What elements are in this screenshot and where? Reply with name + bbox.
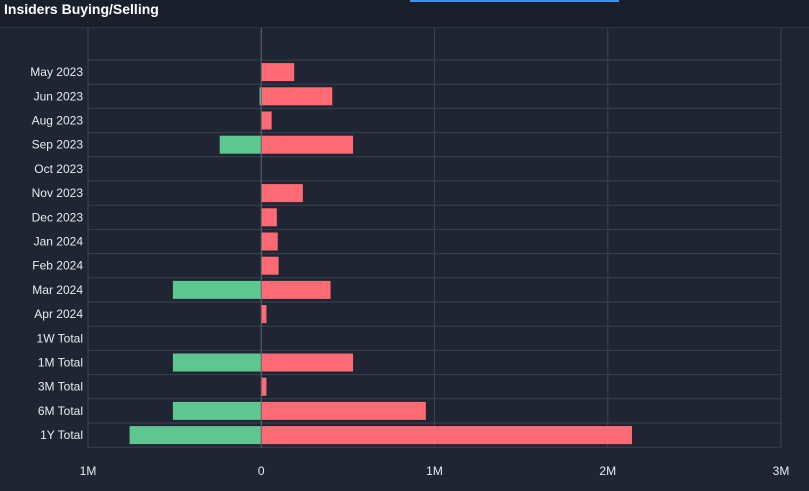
sell-bar xyxy=(261,426,633,445)
category-label: Jun 2023 xyxy=(34,89,84,103)
x-tick-label: 1M xyxy=(80,464,97,478)
category-label: 3M Total xyxy=(38,380,83,394)
sell-bar xyxy=(261,280,331,299)
buy-bar xyxy=(172,280,262,299)
x-tick-label: 1M xyxy=(426,464,443,478)
sell-bar xyxy=(261,87,333,106)
sell-bar xyxy=(261,353,354,372)
sell-bar xyxy=(261,305,267,324)
buy-bar xyxy=(172,401,262,420)
sell-bar xyxy=(261,63,295,82)
active-tab-indicator xyxy=(410,0,619,2)
sell-bar xyxy=(261,135,354,154)
category-label: 1Y Total xyxy=(40,428,83,442)
buy-bar xyxy=(129,426,262,445)
category-label: Sep 2023 xyxy=(32,138,84,152)
category-label: Oct 2023 xyxy=(34,162,83,176)
x-tick-label: 0 xyxy=(258,464,265,478)
category-label: Aug 2023 xyxy=(32,114,84,128)
category-label: May 2023 xyxy=(30,65,83,79)
chart-header: Insiders Buying/Selling xyxy=(0,0,809,28)
category-label: Dec 2023 xyxy=(32,210,84,224)
category-label: Nov 2023 xyxy=(32,186,84,200)
sell-bar xyxy=(261,256,279,275)
category-label: 6M Total xyxy=(38,404,83,418)
sell-bar xyxy=(261,208,277,227)
buy-bar xyxy=(172,353,262,372)
category-label: Feb 2024 xyxy=(32,259,83,273)
category-label: Jan 2024 xyxy=(34,235,84,249)
buy-bar xyxy=(259,87,262,106)
category-label: Mar 2024 xyxy=(32,283,83,297)
buy-bar xyxy=(219,135,262,154)
sell-bar xyxy=(261,401,426,420)
chart-title: Insiders Buying/Selling xyxy=(4,1,159,17)
sell-bar xyxy=(261,111,272,130)
category-label: Apr 2024 xyxy=(34,307,83,321)
x-tick-label: 3M xyxy=(773,464,790,478)
sell-bar xyxy=(261,377,267,396)
category-label: 1M Total xyxy=(38,356,83,370)
sell-bar xyxy=(261,184,303,203)
category-label: 1W Total xyxy=(37,331,83,345)
x-tick-label: 2M xyxy=(599,464,616,478)
sell-bar xyxy=(261,232,278,251)
